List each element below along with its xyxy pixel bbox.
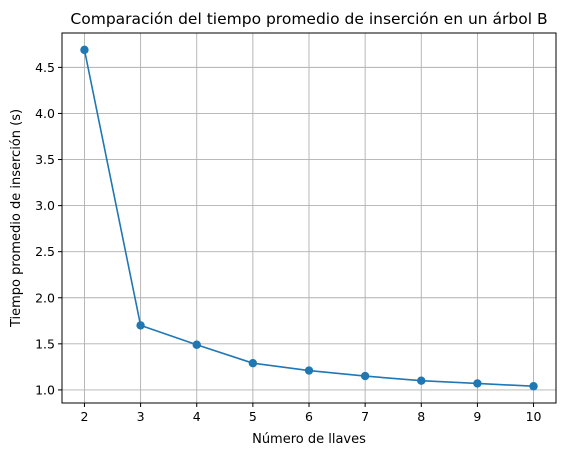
data-point <box>473 379 482 388</box>
y-tick-label: 3.0 <box>35 198 55 213</box>
x-tick-label: 7 <box>361 409 369 424</box>
y-tick-label: 3.5 <box>35 152 55 167</box>
x-tick-label: 2 <box>80 409 88 424</box>
x-axis-label: Número de llaves <box>252 432 366 447</box>
y-tick-label: 2.0 <box>35 290 55 305</box>
y-tick-label: 4.5 <box>35 60 55 75</box>
y-tick-label: 1.0 <box>35 382 55 397</box>
y-tick-label: 2.5 <box>35 244 55 259</box>
ticks: 2 3 4 5 6 7 8 9 10 1.0 1.5 2.0 2.5 3.0 3.5 4.0 4.5 <box>35 60 541 424</box>
data-point <box>136 321 145 330</box>
data-point <box>304 366 314 375</box>
grid <box>62 33 556 403</box>
x-tick-label: 3 <box>137 409 145 424</box>
data-point <box>80 45 89 55</box>
x-tick-label: 4 <box>193 409 201 424</box>
chart-title: Comparación del tiempo promedio de inser… <box>70 10 547 28</box>
x-tick-label: 6 <box>305 409 313 424</box>
data-point <box>360 371 370 381</box>
x-tick-label: 9 <box>473 409 481 424</box>
data-point <box>248 358 258 368</box>
data-point <box>192 340 201 349</box>
x-tick-label: 5 <box>249 409 257 424</box>
y-axis-label: Tiempo promedio de inserción (s) <box>9 109 24 328</box>
series <box>80 45 538 391</box>
x-tick-label: 8 <box>417 409 425 424</box>
y-tick-label: 1.5 <box>35 336 55 351</box>
data-point <box>417 376 426 385</box>
y-tick-label: 4.0 <box>35 106 55 121</box>
data-point <box>529 382 538 391</box>
x-tick-label: 10 <box>526 409 542 424</box>
